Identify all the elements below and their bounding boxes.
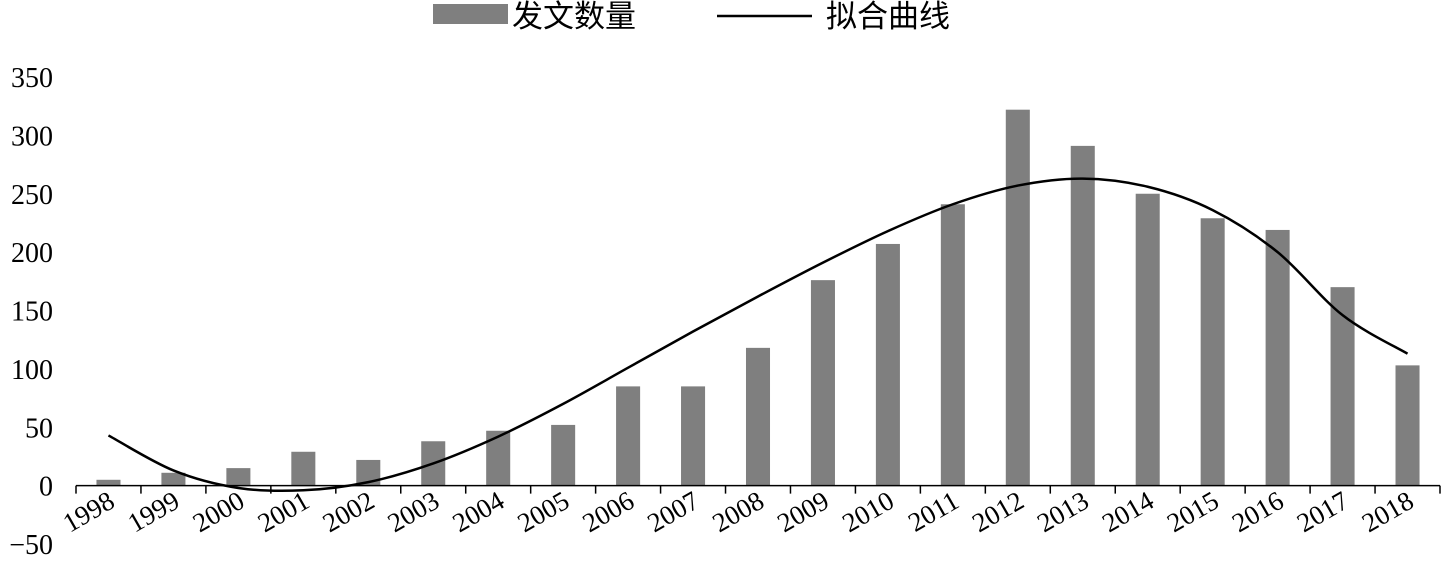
x-tick-label: 1999 (123, 485, 185, 538)
x-tick-label: 2005 (512, 485, 574, 538)
x-tick-label: 2008 (707, 485, 769, 538)
x-tick-label: 2015 (1162, 485, 1224, 538)
bar (1200, 218, 1225, 486)
x-tick-label: 2012 (967, 485, 1029, 538)
fit-curve-line (107, 177, 1409, 493)
legend-line-label: 拟合曲线 (826, 0, 950, 34)
x-tick-label: 1998 (58, 485, 120, 538)
x-tick-label: 2018 (1357, 485, 1419, 538)
bar (551, 424, 576, 486)
x-tick-label: 2002 (318, 485, 380, 538)
bar (291, 451, 316, 486)
y-tick-label: 350 (11, 63, 53, 94)
y-tick-label: 100 (11, 355, 53, 386)
bar (161, 472, 186, 486)
x-tick-label: 2009 (772, 485, 834, 538)
x-tick-label: 2001 (253, 485, 315, 538)
bar (96, 479, 121, 486)
bar (226, 468, 251, 486)
bar (681, 386, 706, 486)
y-tick-label: 50 (25, 413, 53, 444)
legend-bar-swatch (433, 4, 508, 24)
legend: 发文数量 拟合曲线 (433, 0, 950, 34)
bar (1330, 287, 1355, 486)
x-tick-label: 2017 (1292, 485, 1354, 538)
bar (745, 347, 771, 486)
x-tick-label: 2006 (577, 485, 639, 538)
x-tick-label: 2010 (837, 485, 899, 538)
y-axis-ticks: 350 300 250 200 150 100 50 0 −50 (9, 63, 53, 561)
bar-series (96, 109, 1420, 486)
y-tick-label: 0 (39, 472, 53, 503)
bar (616, 386, 641, 486)
x-tick-label: 2013 (1032, 485, 1094, 538)
bar (1070, 145, 1095, 486)
y-tick-label: 150 (11, 297, 53, 328)
y-tick-label: 300 (11, 121, 53, 152)
legend-bar-label: 发文数量 (512, 0, 636, 34)
x-tick-label: 2004 (447, 485, 509, 538)
y-tick-label: 200 (11, 238, 53, 269)
x-axis-labels: 1998 1999 2000 2001 2002 2003 2004 2005 2006 2007… (58, 485, 1419, 538)
bar (810, 280, 835, 486)
bar (940, 204, 965, 486)
x-tick-label: 2016 (1227, 485, 1289, 538)
x-tick-label: 2014 (1097, 485, 1159, 538)
x-tick-label: 2007 (642, 485, 704, 538)
x-axis-tick-marks (75, 485, 1441, 494)
bar (875, 243, 900, 486)
x-tick-label: 2000 (188, 485, 250, 538)
bar (1395, 365, 1420, 486)
bar (1005, 109, 1030, 486)
bar (1265, 229, 1290, 486)
bar (486, 430, 511, 486)
bar (1135, 193, 1160, 486)
y-tick-label: −50 (9, 530, 53, 561)
x-tick-label: 2003 (382, 485, 444, 538)
x-tick-label: 2011 (903, 485, 964, 537)
y-tick-label: 250 (11, 180, 53, 211)
